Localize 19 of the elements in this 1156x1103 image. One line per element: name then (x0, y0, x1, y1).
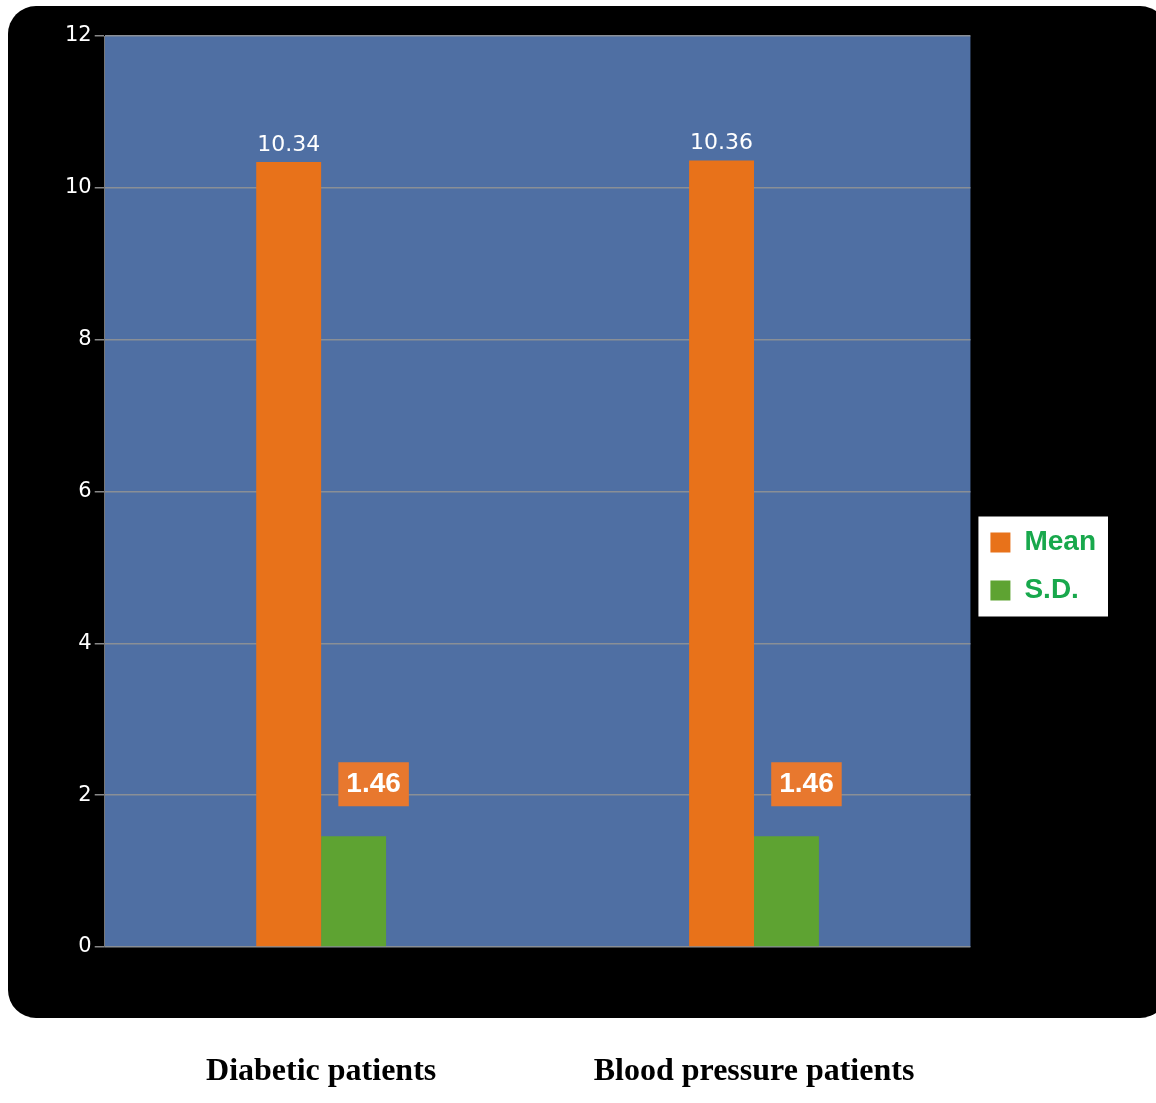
y-tick-label: 8 (78, 326, 92, 351)
x-tick-label: Diabetic patients (206, 1051, 437, 1088)
legend-label: S.D. (1024, 573, 1079, 605)
bar (256, 162, 322, 947)
y-tick-label: 2 (78, 781, 92, 806)
data-label: 10.34 (257, 130, 321, 156)
bar (754, 836, 819, 947)
y-tick-label: 4 (78, 629, 92, 654)
y-tick-label: 0 (78, 933, 92, 958)
data-label: 1.46 (346, 766, 401, 798)
y-tick-label: 6 (78, 477, 92, 502)
data-label: 10.36 (690, 129, 754, 155)
legend-label: Mean (1024, 525, 1097, 557)
x-tick-label: Blood pressure patients (593, 1051, 915, 1088)
bar (689, 160, 754, 947)
data-label: 1.46 (779, 766, 834, 798)
y-tick-label: 10 (64, 174, 92, 199)
y-tick-label: 12 (64, 22, 92, 47)
bar (321, 836, 387, 947)
